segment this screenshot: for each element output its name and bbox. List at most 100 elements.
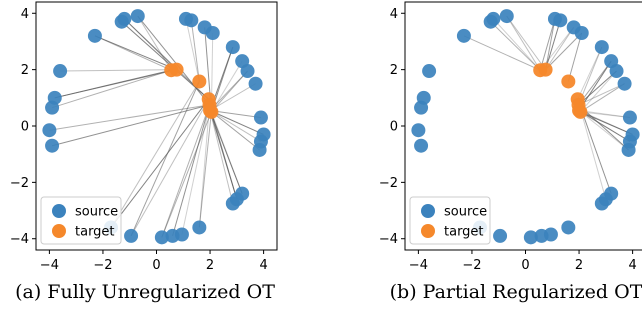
transport-line — [161, 111, 212, 238]
source-point — [53, 64, 68, 79]
panel-a: −4 −2 0 2 4 −4 −2 0 2 4 source target (a) Fully Unre… — [10, 1, 278, 303]
source-point — [483, 14, 498, 29]
transport-line — [54, 69, 172, 99]
transport-line — [567, 32, 583, 82]
y-tick-label: 2 — [21, 63, 29, 78]
transport-line — [578, 110, 629, 151]
source-point — [543, 227, 558, 242]
x-tick-label: 4 — [259, 258, 267, 273]
transport-line — [130, 98, 210, 237]
transport-line — [580, 111, 633, 135]
transport-line — [209, 110, 262, 119]
y-tick-label: 0 — [390, 120, 398, 135]
target-point — [538, 62, 553, 77]
source-point — [622, 110, 637, 125]
y-tick-label: −2 — [10, 176, 29, 191]
legend-target-marker — [52, 224, 66, 238]
transport-line — [577, 46, 603, 100]
plot-area — [42, 9, 271, 245]
source-point — [414, 138, 429, 153]
target-point — [192, 74, 207, 89]
source-point — [252, 142, 267, 157]
target-point — [573, 104, 588, 119]
y-tick-label: 2 — [390, 63, 398, 78]
transport-line — [580, 70, 617, 113]
transport-line — [94, 35, 172, 71]
transport-line — [506, 15, 546, 70]
x-tick-label: −2 — [462, 258, 481, 273]
transport-line — [60, 69, 177, 72]
source-point — [523, 230, 538, 245]
source-point — [621, 142, 636, 157]
x-tick-label: 2 — [206, 258, 214, 273]
plot-area — [411, 9, 640, 245]
legend-source-marker — [421, 204, 435, 218]
source-point — [225, 40, 240, 55]
source-point — [553, 13, 568, 28]
transport-line — [198, 104, 211, 228]
transport-line — [161, 104, 210, 238]
legend: source target — [409, 196, 491, 245]
source-point — [594, 196, 609, 211]
x-tick-label: 0 — [521, 258, 529, 273]
y-tick-label: −4 — [10, 232, 29, 247]
transport-line — [110, 98, 210, 228]
transport-line — [51, 104, 210, 147]
transport-line — [172, 104, 211, 237]
transport-line — [492, 18, 541, 71]
transport-line — [545, 20, 561, 70]
transport-line — [580, 111, 630, 119]
legend-label: target — [444, 225, 484, 240]
source-point — [45, 100, 60, 115]
source-point — [87, 28, 102, 43]
source-point — [124, 228, 139, 243]
source-point — [45, 138, 60, 153]
y-tick-label: −4 — [379, 232, 398, 247]
source-point — [248, 76, 263, 91]
transport-line — [181, 104, 211, 235]
legend-label: target — [75, 225, 115, 240]
y-tick-label: 0 — [21, 120, 29, 135]
x-tick-label: −4 — [40, 258, 59, 273]
transport-line — [94, 35, 177, 71]
x-tick-label: −2 — [93, 258, 112, 273]
source-point — [174, 227, 189, 242]
transport-line — [578, 83, 625, 106]
legend-label: source — [75, 205, 118, 220]
x-tick-label: −4 — [409, 258, 428, 273]
source-point — [594, 40, 609, 55]
transport-line — [211, 70, 248, 113]
source-point — [411, 123, 426, 138]
source-point — [456, 28, 471, 43]
source-point — [240, 64, 255, 79]
transport-line — [137, 15, 210, 106]
target-point — [204, 104, 219, 119]
transport-line — [110, 81, 200, 228]
y-tick-label: 4 — [21, 7, 29, 22]
source-point — [414, 100, 429, 115]
transport-line — [506, 15, 541, 71]
transport-line — [209, 110, 260, 151]
transport-line — [578, 110, 631, 142]
y-tick-label: 4 — [390, 7, 398, 22]
transport-line — [580, 111, 631, 142]
transport-line — [580, 83, 625, 113]
transport-line — [190, 20, 200, 82]
transport-line — [51, 69, 172, 109]
transport-line — [185, 18, 200, 82]
transport-line — [137, 15, 172, 71]
y-tick-label: −2 — [379, 176, 398, 191]
source-point — [617, 76, 632, 91]
transport-line — [130, 81, 200, 237]
transport-line — [463, 35, 541, 71]
transport-line — [210, 60, 243, 113]
source-point — [499, 9, 514, 24]
transport-line — [124, 18, 177, 70]
transport-line — [490, 21, 541, 71]
transport-line — [539, 18, 556, 71]
source-point — [42, 123, 57, 138]
x-tick-label: 4 — [628, 258, 636, 273]
source-point — [184, 13, 199, 28]
transport-line — [209, 110, 234, 204]
legend-label: source — [444, 205, 487, 220]
